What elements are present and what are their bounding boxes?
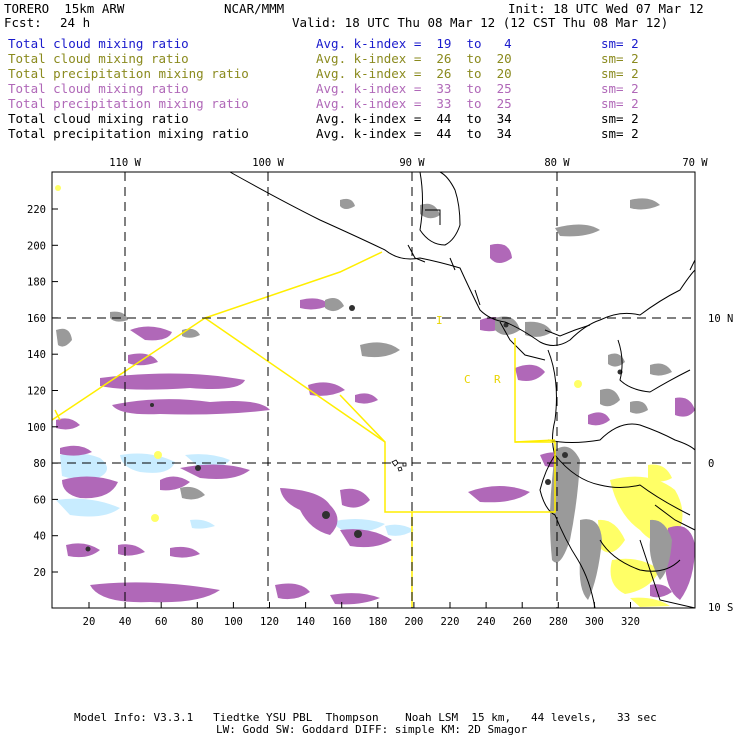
lat-lon-grid — [52, 172, 695, 608]
y-tick-label: 220 — [27, 204, 46, 216]
x-tick-label: 200 — [404, 616, 423, 628]
legend-variable: Total cloud mixing ratio — [8, 111, 189, 126]
region-label-r: R — [494, 373, 501, 386]
map-panel: I C R 20 40 60 80 100 120 140 160 180 200 220 240 26… — [27, 157, 733, 628]
legend-row: Total cloud mixing ratio Avg. k-index = 2… — [8, 52, 728, 66]
region-label-c: C — [464, 373, 471, 386]
x-tick-label: 100 — [224, 616, 243, 628]
latitude-label: 10 S — [708, 602, 733, 614]
legend-row: Total precipitation mixing ratio Avg. k-i… — [8, 67, 728, 81]
forecast-hour: 24 h — [60, 15, 91, 30]
longitude-label: 80 W — [544, 157, 570, 169]
legend-variable: Total precipitation mixing ratio — [8, 66, 249, 81]
x-tick-label: 240 — [477, 616, 496, 628]
longitude-label: 70 W — [682, 157, 708, 169]
organization: NCAR/MMM — [224, 1, 285, 16]
x-tick-label: 320 — [621, 616, 640, 628]
coastlines — [229, 171, 696, 609]
legend-variable: Total cloud mixing ratio — [8, 81, 189, 96]
x-tick-label: 120 — [260, 616, 279, 628]
legend-variable: Total cloud mixing ratio — [8, 51, 189, 66]
legend-k-index: Avg. k-index = 44 to 34 — [316, 111, 512, 126]
model-name: TORERO 15km ARW — [4, 1, 125, 16]
x-tick-label: 140 — [296, 616, 315, 628]
legend-variable: Total precipitation mixing ratio — [8, 126, 249, 141]
legend-k-index: Avg. k-index = 26 to 20 — [316, 51, 512, 66]
x-tick-label: 220 — [441, 616, 460, 628]
legend-variable: Total cloud mixing ratio — [8, 36, 189, 51]
x-tick-label: 160 — [332, 616, 351, 628]
legend-row: Total cloud mixing ratio Avg. k-index = 1… — [8, 37, 728, 51]
longitude-label: 100 W — [252, 157, 284, 169]
y-tick-label: 60 — [33, 494, 46, 506]
light-blue-cloud-layer — [56, 453, 414, 536]
x-tick-label: 280 — [549, 616, 568, 628]
legend-smoothing: sm= 2 — [601, 96, 639, 111]
y-tick-label: 100 — [27, 422, 46, 434]
purple-cloud-layer — [56, 243, 695, 605]
x-tick-label: 40 — [119, 616, 132, 628]
legend-smoothing: sm= 2 — [601, 36, 639, 51]
x-tick-label: 60 — [155, 616, 168, 628]
legend-variable: Total precipitation mixing ratio — [8, 96, 249, 111]
x-tick-label: 80 — [191, 616, 204, 628]
y-tick-label: 20 — [33, 567, 46, 579]
legend-row: Total precipitation mixing ratio Avg. k-i… — [8, 127, 728, 141]
x-tick-label: 180 — [368, 616, 387, 628]
x-tick-label: 260 — [513, 616, 532, 628]
y-tick-label: 160 — [27, 313, 46, 325]
latitude-label: 10 N — [708, 313, 733, 325]
y-tick-label: 80 — [33, 458, 46, 470]
valid-time: Valid: 18 UTC Thu 08 Mar 12 (12 CST Thu … — [292, 15, 669, 30]
legend-smoothing: sm= 2 — [601, 111, 639, 126]
y-tick-label: 200 — [27, 240, 46, 252]
y-tick-label: 140 — [27, 349, 46, 361]
legend-smoothing: sm= 2 — [601, 51, 639, 66]
latitude-label: 0 — [708, 458, 714, 470]
y-tick-label: 120 — [27, 386, 46, 398]
legend-k-index: Avg. k-index = 19 to 4 — [316, 36, 512, 51]
y-tick-label: 40 — [33, 531, 46, 543]
legend-row: Total precipitation mixing ratio Avg. k-i… — [8, 97, 728, 111]
legend-k-index: Avg. k-index = 26 to 20 — [316, 66, 512, 81]
model-info-line1: Model Info: V3.3.1 Tiedtke YSU PBL Thomp… — [74, 711, 657, 724]
longitude-label: 90 W — [399, 157, 425, 169]
y-tick-label: 180 — [27, 277, 46, 289]
legend-row: Total cloud mixing ratio Avg. k-index = 4… — [8, 112, 728, 126]
legend-k-index: Avg. k-index = 44 to 34 — [316, 126, 512, 141]
forecast-label: Fcst: — [4, 15, 42, 30]
dark-cloud-cores — [85, 305, 623, 552]
longitude-label: 110 W — [109, 157, 141, 169]
model-info-line2: LW: Godd SW: Goddard DIFF: simple KM: 2D… — [216, 723, 528, 736]
axis-ticks: 20 40 60 80 100 120 140 160 180 200 220 240 260 280 30… — [27, 157, 733, 628]
legend-k-index: Avg. k-index = 33 to 25 — [316, 81, 512, 96]
legend-k-index: Avg. k-index = 33 to 25 — [316, 96, 512, 111]
legend-smoothing: sm= 2 — [601, 126, 639, 141]
legend-smoothing: sm= 2 — [601, 81, 639, 96]
x-tick-label: 20 — [83, 616, 96, 628]
legend-row: Total cloud mixing ratio Avg. k-index = 3… — [8, 82, 728, 96]
legend-smoothing: sm= 2 — [601, 66, 639, 81]
yellow-cloud-layer — [55, 185, 683, 607]
region-label-i: I — [436, 314, 443, 327]
x-tick-label: 300 — [585, 616, 604, 628]
gray-cloud-layer — [56, 198, 672, 600]
init-time: Init: 18 UTC Wed 07 Mar 12 — [508, 1, 704, 16]
